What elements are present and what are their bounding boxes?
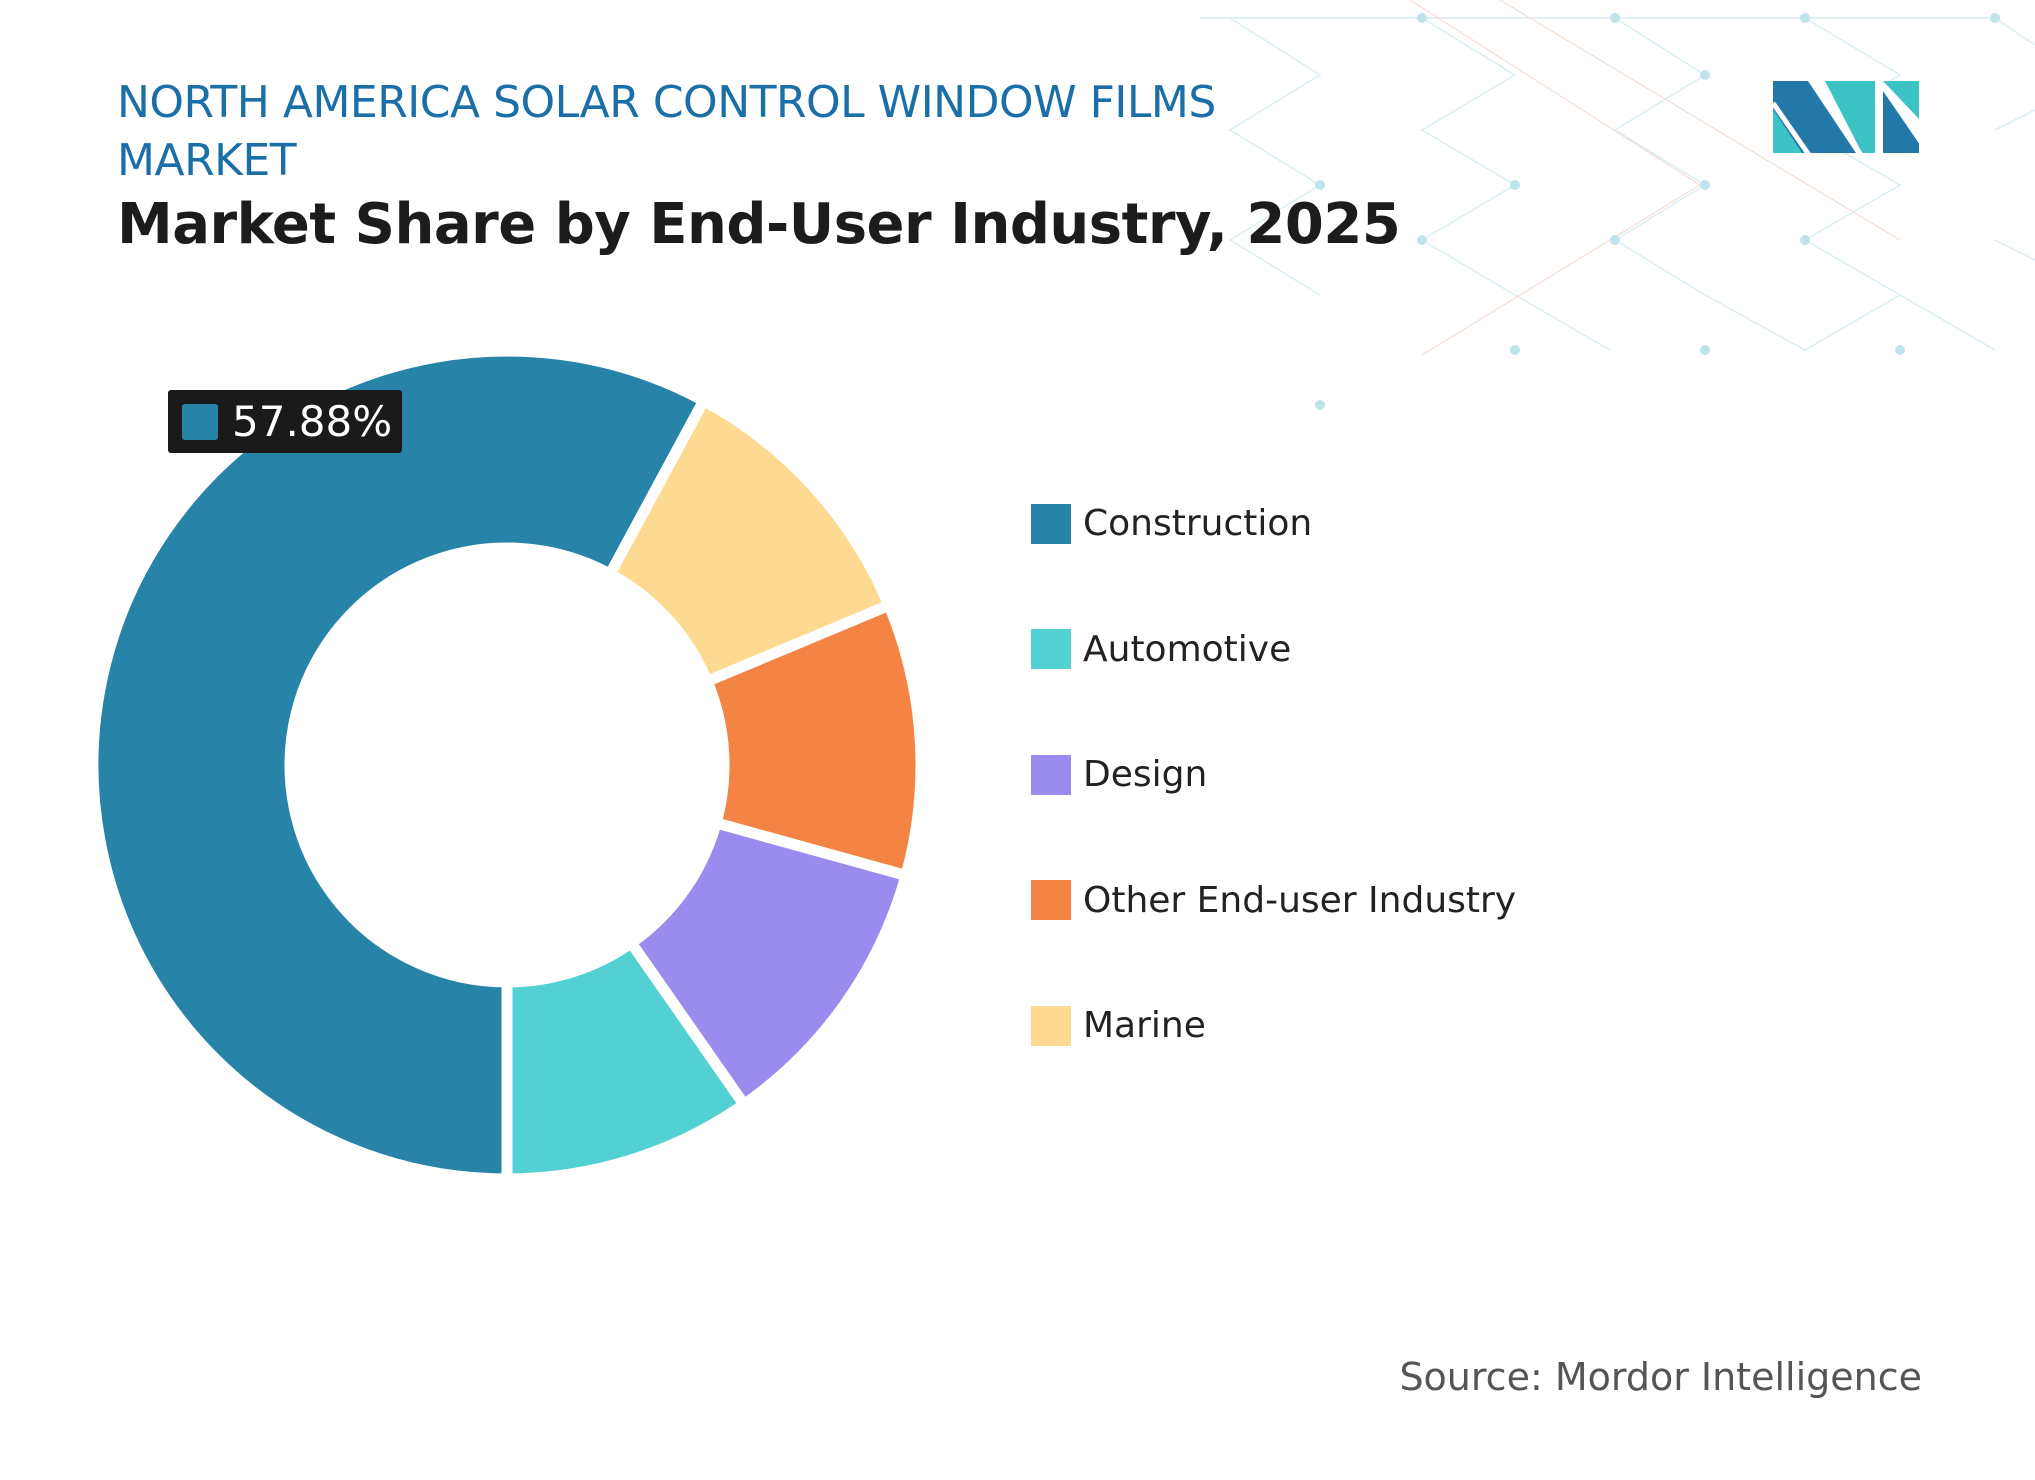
legend-label: Other End-user Industry <box>1083 879 1517 921</box>
donut-segment-other-end-user-industry[interactable] <box>700 598 927 883</box>
mordor-intelligence-logo <box>1773 81 1919 153</box>
donut-segment-construction[interactable] <box>87 345 712 1185</box>
legend-swatch <box>1031 1005 1071 1046</box>
background-network-pattern <box>1200 0 2035 410</box>
legend: Construction Automotive Design Other End… <box>1031 503 1516 1131</box>
legend-label: Automotive <box>1083 628 1292 670</box>
data-label-swatch <box>182 403 218 440</box>
market-title: NORTH AMERICA SOLAR CONTROL WINDOW FILMS… <box>117 77 1216 186</box>
legend-item-marine[interactable]: Marine <box>1031 963 1516 1089</box>
legend-swatch <box>1031 629 1071 670</box>
legend-item-design[interactable]: Design <box>1031 712 1516 838</box>
legend-label: Design <box>1083 754 1208 796</box>
legend-swatch <box>1031 880 1071 921</box>
legend-label: Marine <box>1083 1005 1206 1047</box>
legend-swatch <box>1031 754 1071 795</box>
legend-item-automotive[interactable]: Automotive <box>1031 587 1516 713</box>
source-note: Source: Mordor Intelligence <box>1399 1355 1922 1399</box>
legend-swatch <box>1031 503 1071 544</box>
legend-label: Construction <box>1083 503 1313 545</box>
data-label-value: 57.88% <box>232 397 393 446</box>
donut-chart <box>87 345 927 1185</box>
legend-item-other[interactable]: Other End-user Industry <box>1031 838 1516 964</box>
data-label-construction: 57.88% <box>168 390 403 453</box>
chart-subtitle: Market Share by End-User Industry, 2025 <box>117 192 1401 257</box>
legend-item-construction[interactable]: Construction <box>1031 461 1516 587</box>
donut-segment-automotive[interactable] <box>501 935 752 1185</box>
